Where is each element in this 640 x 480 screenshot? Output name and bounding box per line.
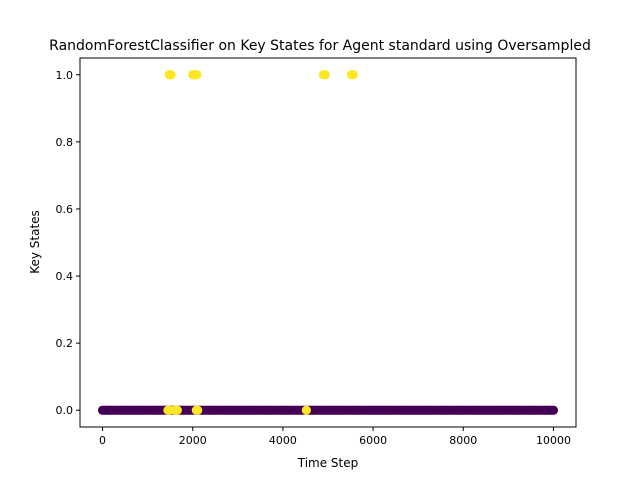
data-point-class-1 [301, 405, 311, 415]
x-tick-label: 8000 [449, 434, 477, 447]
data-layer [97, 70, 559, 415]
y-axis-label: Key States [28, 210, 42, 274]
chart-title: RandomForestClassifier on Key States for… [49, 38, 591, 54]
y-tick-label: 0.4 [56, 270, 74, 283]
plot-area-frame [79, 57, 577, 428]
y-tick-label: 0.0 [56, 404, 74, 417]
data-point-class-1 [166, 70, 176, 80]
data-point-class-0 [548, 405, 559, 415]
data-point-class-1 [192, 70, 202, 80]
y-tick-label: 0.8 [56, 136, 74, 149]
y-tick-label: 1.0 [56, 69, 74, 82]
x-axis: 0 2000 4000 6000 8000 10000 [99, 427, 571, 447]
y-tick-label: 0.2 [56, 337, 74, 350]
x-tick-label: 2000 [179, 434, 207, 447]
y-tick-label: 0.6 [56, 203, 74, 216]
x-tick-label: 0 [99, 434, 106, 447]
x-axis-label: Time Step [297, 456, 359, 470]
data-point-class-1 [172, 405, 182, 415]
data-point-class-1 [348, 70, 358, 80]
data-point-class-1 [320, 70, 330, 80]
x-tick-label: 10000 [536, 434, 571, 447]
x-tick-label: 4000 [269, 434, 297, 447]
x-tick-label: 6000 [359, 434, 387, 447]
data-point-class-1 [193, 405, 203, 415]
y-axis: 0.0 0.2 0.4 0.6 0.8 1.0 [56, 69, 80, 417]
